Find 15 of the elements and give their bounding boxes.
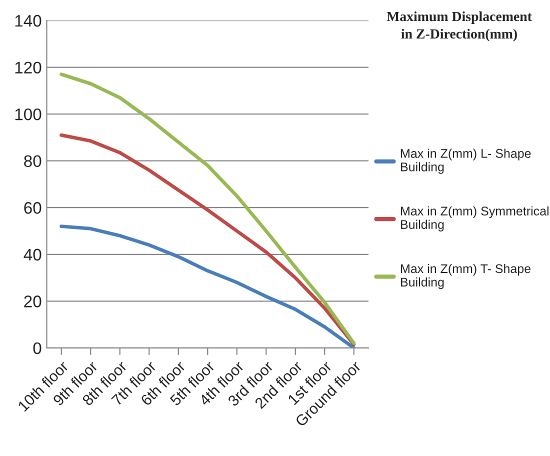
legend-label: Max in Z(mm) T- Shape Building <box>401 264 530 290</box>
line-series <box>60 133 356 346</box>
legend-label: Max in Z(mm) Symmetrical Building <box>401 206 548 232</box>
text: Maximum Displacement in Z-Direction(mm) <box>386 11 532 42</box>
line-series <box>60 224 356 348</box>
line-series <box>60 72 356 345</box>
y-tick-label: 120 <box>15 62 42 74</box>
y-tick-label: 0 <box>33 342 42 354</box>
y-tick-label: 100 <box>15 108 42 120</box>
y-tick-label: 140 <box>15 14 42 27</box>
legend-label: Max in Z(mm) L- Shape Building <box>401 148 531 174</box>
y-tick-label: 40 <box>24 248 42 261</box>
y-tick-label: 20 <box>24 296 42 308</box>
y-tick-label: 60 <box>24 202 42 214</box>
y-tick-label: 80 <box>24 155 42 168</box>
